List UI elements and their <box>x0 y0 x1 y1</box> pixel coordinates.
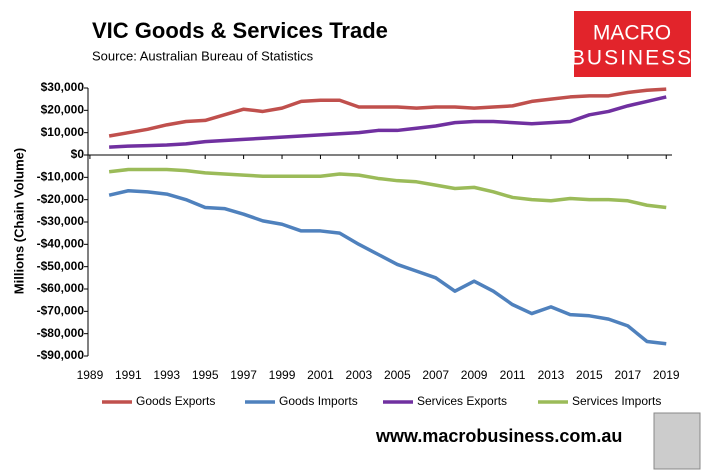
x-tick-label: 2001 <box>307 368 334 382</box>
legend-label: Services Imports <box>572 394 661 408</box>
x-tick-label: 2003 <box>346 368 373 382</box>
x-tick-label: 2019 <box>653 368 680 382</box>
y-tick-label: -$50,000 <box>37 259 85 273</box>
legend-label: Services Exports <box>417 394 507 408</box>
series-line <box>109 95 667 149</box>
y-tick-label: -$20,000 <box>37 192 85 206</box>
x-tick-label: 2007 <box>422 368 449 382</box>
logo-box <box>574 11 691 77</box>
chart-title: VIC Goods & Services Trade <box>92 18 388 43</box>
x-tick-label: 1991 <box>115 368 142 382</box>
y-tick-label: $20,000 <box>41 103 85 117</box>
y-tick-label: -$90,000 <box>37 348 85 362</box>
x-tick-label: 1995 <box>192 368 219 382</box>
website: www.macrobusiness.com.au <box>375 426 622 446</box>
y-tick-label: $10,000 <box>41 125 85 139</box>
legend-label: Goods Exports <box>136 394 215 408</box>
x-tick-label: 2011 <box>500 368 526 382</box>
series-line <box>108 167 667 210</box>
y-tick-label: -$40,000 <box>37 237 85 251</box>
x-tick-label: 1999 <box>269 368 296 382</box>
x-tick-label: 2005 <box>384 368 411 382</box>
x-tick-label: 1989 <box>77 368 104 382</box>
y-axis-label: Millions (Chain Volume) <box>11 148 26 294</box>
y-tick-label: -$70,000 <box>37 304 85 318</box>
y-tick-label: -$80,000 <box>37 326 85 340</box>
series-line <box>108 87 667 138</box>
x-tick-label: 2013 <box>538 368 565 382</box>
x-tick-label: 2015 <box>576 368 603 382</box>
x-tick-label: 2017 <box>614 368 641 382</box>
y-tick-label: $0 <box>71 147 85 161</box>
x-tick-label: 1997 <box>230 368 257 382</box>
x-tick-label: 2009 <box>461 368 488 382</box>
y-tick-label: -$30,000 <box>37 214 85 228</box>
legend-label: Goods Imports <box>279 394 358 408</box>
x-tick-label: 1993 <box>153 368 180 382</box>
logo-text: BUSINESS <box>571 47 693 70</box>
chart-subtitle: Source: Australian Bureau of Statistics <box>92 48 314 63</box>
logo-text: MACRO <box>593 22 671 45</box>
y-tick-label: -$10,000 <box>37 170 85 184</box>
y-tick-label: -$60,000 <box>37 281 85 295</box>
y-tick-label: $30,000 <box>41 80 85 94</box>
series-line <box>108 188 667 346</box>
wolf-icon <box>653 412 701 470</box>
